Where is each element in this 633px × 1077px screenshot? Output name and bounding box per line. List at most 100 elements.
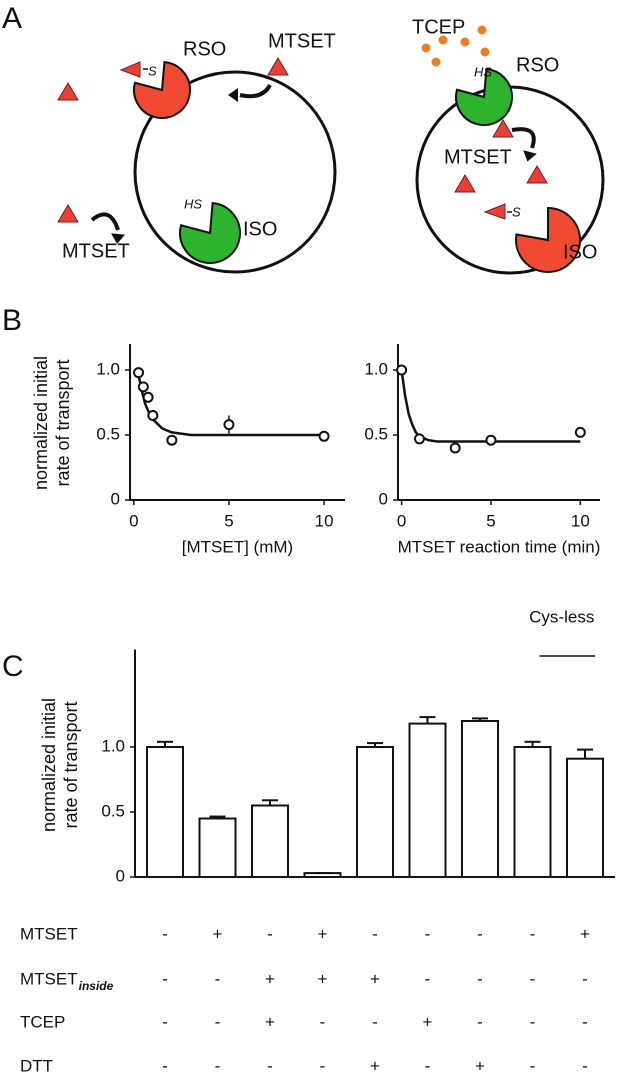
cell: - (267, 924, 273, 943)
label: TCEP (412, 16, 465, 38)
y-axis-label: normalized initial (31, 356, 51, 490)
bar (461, 720, 499, 878)
tcep-molecule (477, 25, 487, 35)
y-tick-label: 1.0 (364, 359, 388, 378)
cell: + (265, 969, 275, 988)
panel-label: A (2, 2, 22, 35)
bar (566, 757, 604, 879)
tcep-molecule (460, 37, 470, 47)
y-tick-label: 0.5 (364, 424, 388, 443)
x-tick-label: 0 (397, 511, 406, 530)
point (574, 426, 586, 438)
cell: - (267, 1056, 273, 1075)
cell: - (530, 924, 536, 943)
protein (455, 68, 513, 126)
arrow-head (111, 233, 125, 244)
mtset-molecule (57, 204, 79, 223)
cell: - (530, 1012, 536, 1031)
arrow (511, 127, 536, 149)
cell: - (477, 969, 483, 988)
bar (198, 817, 237, 878)
bar (356, 746, 394, 878)
bar (146, 746, 184, 878)
cell: - (320, 1012, 326, 1031)
row-label: MTSET (20, 969, 78, 988)
y-tick-label: 0 (379, 489, 388, 508)
cell: + (423, 1012, 433, 1031)
y-axis-label: rate of transport (53, 359, 73, 486)
y-tick-label: 0.5 (96, 424, 120, 443)
annotation: Cys-less (529, 607, 594, 626)
cell: - (582, 1056, 588, 1075)
cell: - (530, 969, 536, 988)
cell: - (162, 969, 168, 988)
x-tick-label: 0 (129, 511, 138, 530)
label: MTSET (268, 30, 336, 52)
tcep-molecule (480, 47, 490, 57)
y-tick-label: 1.0 (96, 359, 120, 378)
row-label: MTSET (20, 924, 78, 943)
y-tick-label: 0.5 (101, 801, 125, 820)
point (133, 367, 145, 379)
wedge (119, 61, 141, 78)
cell: - (372, 1012, 378, 1031)
cell: - (530, 1056, 536, 1075)
protein (515, 206, 581, 273)
label: ISO (563, 241, 597, 263)
bar (408, 722, 447, 878)
label: HS (474, 64, 492, 79)
cell: - (215, 1012, 221, 1031)
cell: - (582, 969, 588, 988)
cell: - (477, 924, 483, 943)
tcep-molecule (421, 43, 431, 53)
cell: - (582, 1012, 588, 1031)
label: ISO (243, 218, 277, 240)
fit-curve (400, 369, 581, 443)
row-label: TCEP (20, 1012, 65, 1031)
cell: - (162, 924, 168, 943)
mtset-molecule (492, 119, 514, 138)
bar (513, 746, 552, 878)
y-tick-label: 0 (111, 489, 120, 508)
y-tick-label: 1.0 (101, 736, 125, 755)
label: MTSET (444, 146, 512, 168)
label: MTSET (62, 240, 130, 262)
point (413, 433, 425, 445)
mtset-molecule (526, 165, 548, 184)
protein (179, 202, 241, 264)
x-axis-label: [MTSET] (mM) (182, 537, 293, 556)
mtset-molecule (267, 57, 289, 76)
point (166, 434, 178, 446)
panel-label: B (2, 304, 22, 337)
cell: + (318, 924, 328, 943)
bar (251, 804, 289, 878)
protein (133, 61, 191, 119)
bar (303, 872, 342, 878)
cell: - (215, 969, 221, 988)
x-tick-label: 5 (224, 511, 233, 530)
cell: - (425, 1056, 431, 1075)
point (137, 381, 149, 393)
point (142, 391, 154, 403)
cell: + (370, 1056, 380, 1075)
x-tick-label: 10 (315, 511, 334, 530)
cell: + (213, 924, 223, 943)
tcep-molecule (431, 57, 441, 67)
arrow (90, 212, 120, 231)
cell: + (580, 924, 590, 943)
cell: + (475, 1056, 485, 1075)
y-axis-label: rate of transport (61, 701, 81, 828)
x-tick-label: 5 (486, 511, 495, 530)
point (485, 434, 497, 446)
cell: - (320, 1056, 326, 1075)
arrow (239, 83, 272, 99)
label: S (148, 63, 157, 78)
label: S (512, 204, 521, 219)
cell: - (162, 1056, 168, 1075)
x-axis-label: MTSET reaction time (min) (398, 537, 601, 556)
point (449, 442, 461, 454)
row-subscript: inside (79, 979, 114, 993)
vesicle (133, 70, 337, 274)
cell: - (162, 1012, 168, 1031)
